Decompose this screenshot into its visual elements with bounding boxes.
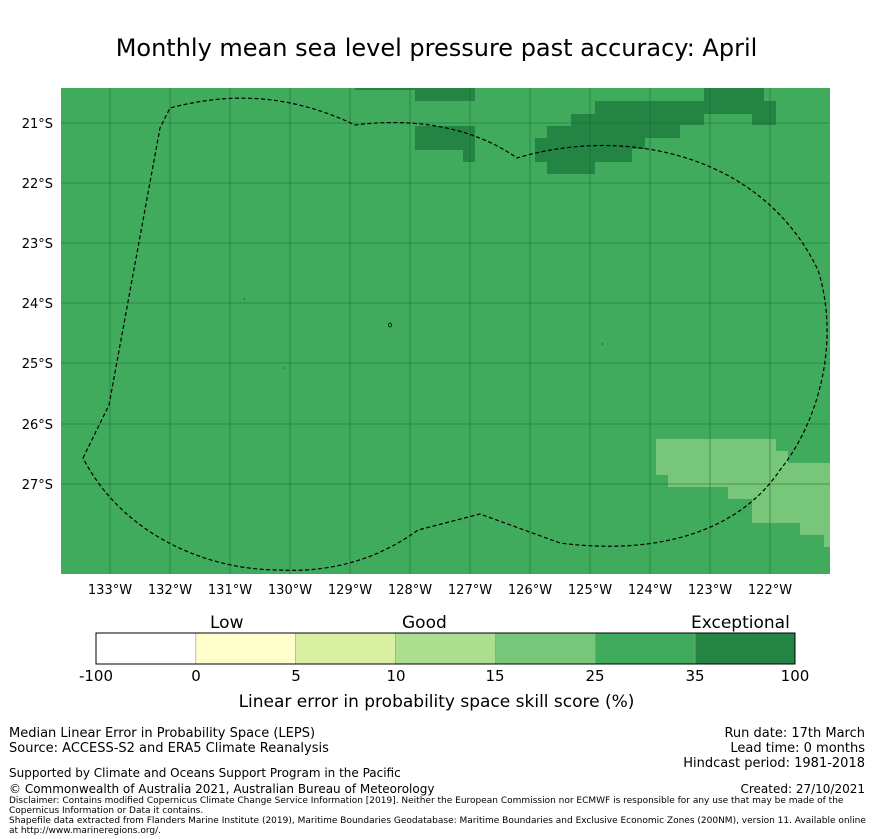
lat-label: 24°S [22, 297, 53, 312]
colorbar-tick: 25 [585, 667, 605, 685]
islands [244, 298, 603, 369]
exceptional-patch [415, 126, 463, 150]
lon-label: 122°W [748, 583, 792, 598]
lon-label: 124°W [628, 583, 672, 598]
lon-label: 127°W [448, 583, 492, 598]
footer-source: Source: ACCESS-S2 and ERA5 Climate Reana… [9, 741, 329, 756]
footer-copyright: © Commonwealth of Australia 2021, Austra… [9, 782, 435, 796]
colorbar-bin [295, 632, 396, 665]
disclaimer: Disclaimer: Contains modified Copernicus… [9, 796, 844, 816]
colorbar-bin [395, 632, 496, 665]
colorbar-tick: -100 [78, 667, 114, 685]
colorbar [95, 632, 796, 665]
chart-title: Monthly mean sea level pressure past acc… [115, 34, 758, 62]
colorbar-bin [594, 632, 696, 665]
category-good: Good [402, 613, 447, 633]
lon-label: 129°W [328, 583, 372, 598]
lon-label: 128°W [388, 583, 432, 598]
exceptional-patch [752, 101, 776, 125]
exceptional-patch [415, 88, 475, 101]
lat-label: 27°S [22, 478, 53, 493]
lon-label: 126°W [508, 583, 552, 598]
lon-label: 123°W [688, 583, 732, 598]
created-date: Created: 27/10/2021 [740, 782, 865, 796]
gridlines [61, 88, 830, 574]
colorbar-border [95, 632, 796, 665]
lat-label: 26°S [22, 418, 53, 433]
lon-label: 130°W [268, 583, 312, 598]
exceptional-patch [547, 162, 595, 174]
colorbar-bin [495, 632, 596, 665]
footer-support: Supported by Climate and Oceans Support … [9, 766, 401, 780]
lat-label: 23°S [22, 237, 53, 252]
colorbar-bin [95, 632, 197, 665]
lon-label: 131°W [208, 583, 252, 598]
category-exceptional: Exceptional [691, 613, 790, 633]
lat-label: 25°S [22, 357, 53, 372]
lat-label: 22°S [22, 177, 53, 192]
colorbar-tick: 35 [685, 667, 705, 685]
exceptional-patch [355, 88, 415, 90]
hindcast-period: Hindcast period: 1981-2018 [683, 756, 865, 771]
category-low: Low [210, 613, 244, 633]
map-background [61, 88, 830, 574]
exceptional-patch [463, 126, 475, 162]
run-date: Run date: 17th March [724, 726, 865, 741]
exceptional-patches [355, 88, 776, 174]
light-patch [824, 523, 830, 547]
colorbar-bin [694, 632, 796, 665]
colorbar-tick: 5 [291, 667, 301, 685]
eez-boundary [82, 97, 828, 571]
shapefile-credit: Shapefile data extracted from Flanders M… [9, 816, 866, 836]
footer-leps: Median Linear Error in Probability Space… [9, 726, 316, 741]
colorbar-tick: 0 [191, 667, 201, 685]
lon-label: 132°W [148, 583, 192, 598]
colorbar-label: Linear error in probability space skill … [238, 692, 635, 712]
map: 21°S 22°S 23°S 24°S 25°S 26°S 27°S 133°W… [22, 88, 830, 598]
colorbar-tick: 15 [485, 667, 505, 685]
lead-time: Lead time: 0 months [730, 741, 865, 756]
colorbar-tick: 100 [780, 667, 810, 685]
light-patches [656, 439, 830, 547]
island [388, 322, 392, 328]
lon-label: 133°W [88, 583, 132, 598]
colorbar-tick: 10 [386, 667, 406, 685]
lat-label: 21°S [22, 117, 53, 132]
lon-label: 125°W [568, 583, 612, 598]
colorbar-bin [195, 632, 297, 665]
